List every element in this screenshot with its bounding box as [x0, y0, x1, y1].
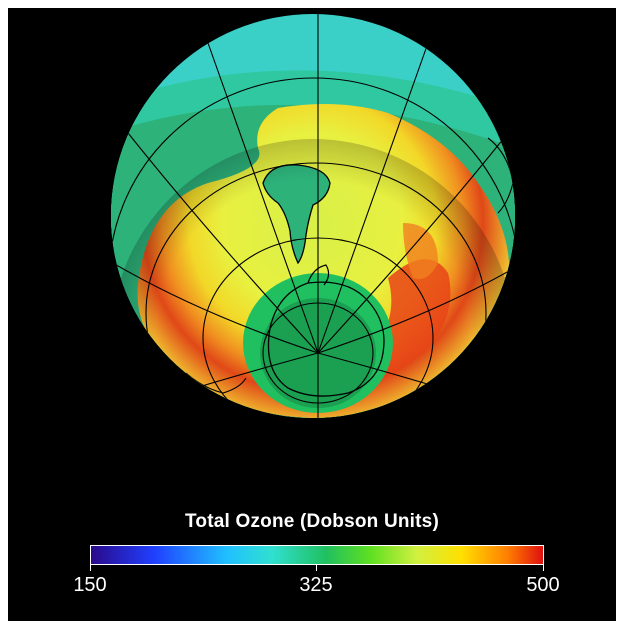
tick-max	[543, 565, 544, 571]
tick-label-min: 150	[73, 574, 107, 596]
tick-label-mid: 325	[299, 574, 333, 596]
globe-map	[111, 14, 515, 418]
color-scale-bar	[90, 545, 544, 565]
legend-title: Total Ozone (Dobson Units)	[185, 511, 439, 532]
tick-min	[90, 565, 91, 571]
tick-mid	[316, 565, 317, 571]
ozone-map-figure: Total Ozone (Dobson Units) 150 325 500	[8, 8, 616, 621]
tick-label-max: 500	[526, 574, 560, 596]
